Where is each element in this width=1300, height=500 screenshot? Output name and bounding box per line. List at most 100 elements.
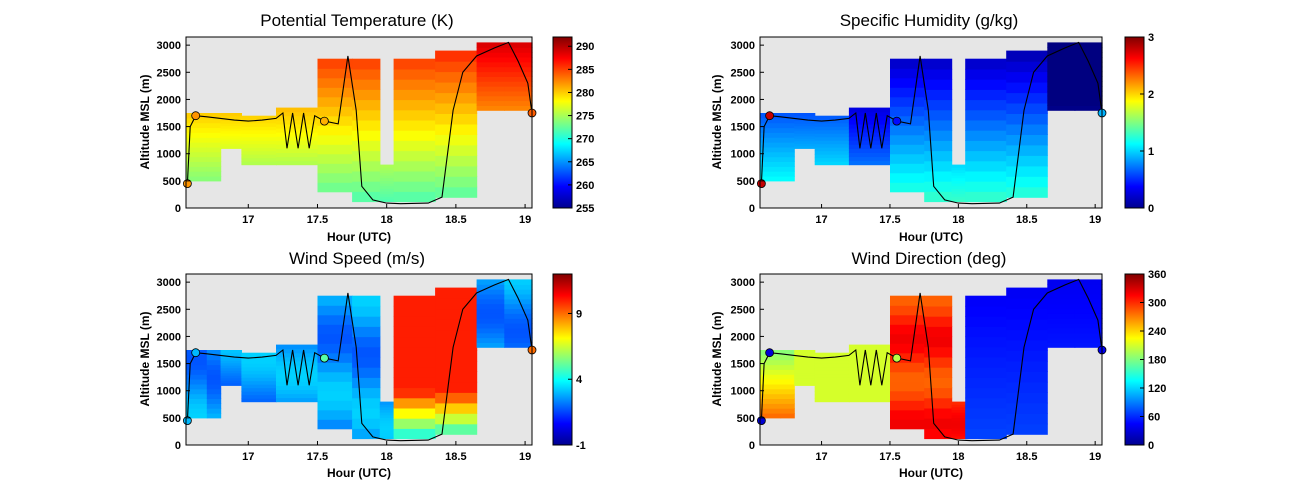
colorbar-ticks: -1 4 9 bbox=[568, 308, 586, 452]
field-cell bbox=[794, 362, 816, 366]
x-tick-label: 19 bbox=[519, 214, 531, 226]
field-cell bbox=[352, 387, 381, 399]
field-cell bbox=[760, 122, 782, 129]
field-cell bbox=[951, 167, 966, 171]
field-cell bbox=[1047, 342, 1076, 348]
colorbar-tick-label: 180 bbox=[1148, 355, 1166, 367]
field-cell bbox=[924, 68, 953, 80]
field-cell bbox=[924, 326, 953, 338]
field-cell bbox=[435, 308, 478, 320]
field-cell bbox=[504, 323, 533, 329]
field-cell bbox=[1047, 294, 1076, 300]
field-cell bbox=[924, 336, 953, 348]
y-tick-label: 2000 bbox=[157, 94, 181, 106]
field-cell bbox=[352, 130, 381, 141]
y-tick-label: 2500 bbox=[157, 67, 181, 79]
field-cell bbox=[393, 387, 436, 399]
x-tick-label: 18 bbox=[381, 214, 393, 226]
field-cell bbox=[780, 350, 795, 356]
field-cell bbox=[352, 428, 381, 440]
field-cell bbox=[435, 113, 478, 125]
field-cell bbox=[435, 350, 478, 362]
field-cell bbox=[393, 89, 436, 101]
field-cell bbox=[965, 160, 1007, 172]
field-cell bbox=[393, 109, 436, 121]
field-cell bbox=[965, 418, 1007, 429]
field-cell bbox=[1074, 298, 1103, 305]
field-cell bbox=[965, 407, 1007, 419]
field-cell bbox=[393, 305, 436, 317]
field-cell bbox=[780, 122, 795, 129]
field-cell bbox=[220, 120, 242, 124]
field-cell bbox=[504, 86, 533, 92]
field-cell bbox=[206, 379, 222, 385]
field-cell bbox=[951, 193, 966, 197]
y-tick-label: 3000 bbox=[157, 277, 181, 289]
data-field bbox=[186, 42, 533, 203]
field-cell bbox=[504, 337, 533, 343]
field-cell bbox=[924, 428, 953, 440]
field-cell bbox=[1006, 71, 1048, 83]
field-cell bbox=[206, 156, 222, 162]
field-cell bbox=[393, 326, 436, 338]
colorbar-tick-label: 3 bbox=[1148, 32, 1154, 44]
field-cell bbox=[186, 383, 208, 390]
field-cell bbox=[1074, 303, 1103, 310]
field-cell bbox=[435, 71, 478, 83]
x-ticks: 17 17.5 18 18.5 19 bbox=[815, 204, 1101, 226]
field-cell bbox=[206, 359, 222, 366]
field-cell bbox=[780, 166, 795, 172]
field-cell bbox=[504, 66, 533, 73]
field-cell bbox=[780, 369, 795, 375]
field-cell bbox=[951, 414, 966, 418]
field-cell bbox=[890, 419, 925, 430]
y-tick-label: 2000 bbox=[731, 94, 755, 106]
field-cell bbox=[760, 383, 782, 390]
field-cell bbox=[924, 387, 953, 399]
field-cell bbox=[276, 352, 319, 358]
field-cell bbox=[317, 163, 353, 174]
field-cell bbox=[220, 130, 242, 134]
y-tick-label: 500 bbox=[163, 413, 181, 425]
field-cell bbox=[1006, 402, 1048, 414]
field-cell bbox=[1047, 298, 1076, 305]
field-cell bbox=[760, 408, 782, 414]
field-cell bbox=[186, 369, 208, 375]
field-cell bbox=[206, 354, 222, 361]
field-cell bbox=[1074, 52, 1103, 58]
chart-title: Specific Humidity (g/kg) bbox=[840, 11, 1019, 30]
field-cell bbox=[1047, 100, 1076, 106]
field-cell bbox=[965, 336, 1007, 348]
field-cell bbox=[435, 165, 478, 177]
field-cell bbox=[352, 377, 381, 389]
field-cell bbox=[951, 198, 966, 202]
field-cell bbox=[780, 132, 795, 138]
field-cell bbox=[924, 150, 953, 162]
field-cell bbox=[951, 401, 966, 405]
field-cell bbox=[476, 81, 505, 87]
field-cell bbox=[1074, 105, 1103, 111]
field-cell bbox=[393, 336, 436, 348]
x-tick-label: 18.5 bbox=[445, 451, 466, 463]
field-cell bbox=[924, 79, 953, 90]
field-cell bbox=[352, 150, 381, 162]
field-cell bbox=[780, 176, 795, 182]
field-cell bbox=[476, 313, 505, 319]
field-cell bbox=[951, 183, 966, 187]
field-cell bbox=[186, 161, 208, 167]
field-cell bbox=[1006, 123, 1048, 135]
field-cell bbox=[220, 372, 242, 376]
field-cell bbox=[393, 58, 436, 70]
x-tick-label: 18.5 bbox=[1016, 214, 1037, 226]
field-cell bbox=[814, 398, 850, 403]
field-cell bbox=[476, 90, 505, 97]
field-cell bbox=[393, 99, 436, 111]
field-cell bbox=[317, 314, 353, 325]
field-cell bbox=[276, 119, 319, 125]
y-tick-label: 2500 bbox=[731, 304, 755, 316]
field-cell bbox=[1074, 284, 1103, 290]
field-cell bbox=[220, 123, 242, 127]
field-cell bbox=[965, 387, 1007, 399]
field-cell bbox=[814, 150, 850, 155]
field-cell bbox=[794, 357, 816, 361]
